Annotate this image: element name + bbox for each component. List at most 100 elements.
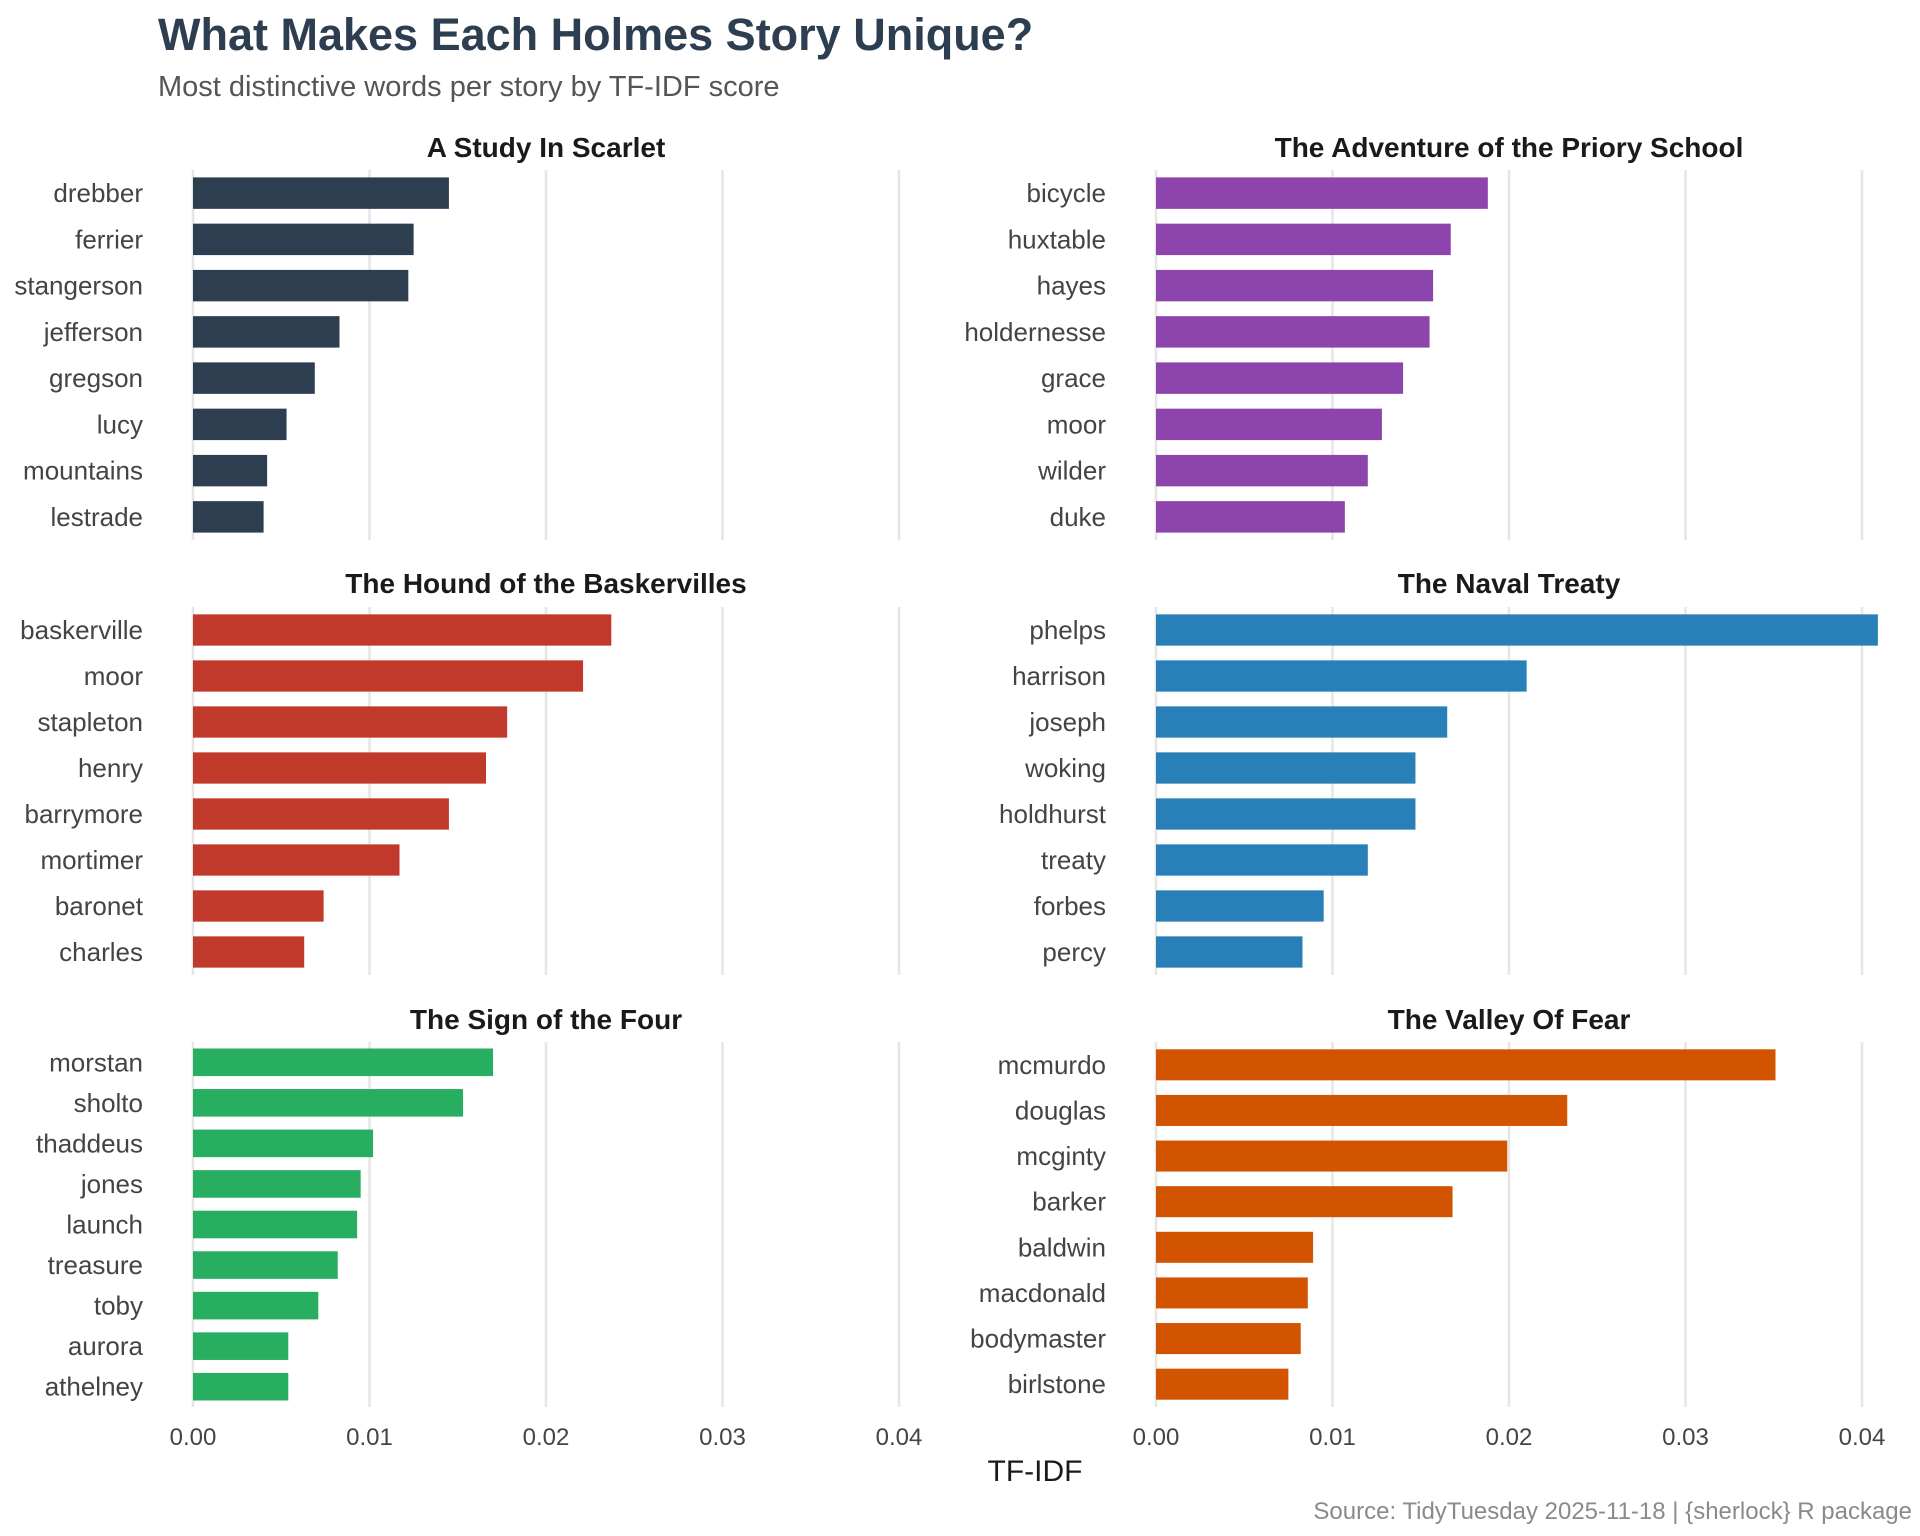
category-label: woking bbox=[1024, 753, 1106, 783]
category-label: forbes bbox=[1034, 891, 1106, 921]
category-label: ferrier bbox=[75, 224, 143, 254]
bar-stangerson bbox=[193, 269, 409, 302]
panel-title: The Sign of the Four bbox=[410, 1004, 682, 1035]
category-label: huxtable bbox=[1008, 224, 1106, 254]
chart-title: What Makes Each Holmes Story Unique? bbox=[158, 9, 1034, 60]
category-label: jefferson bbox=[43, 317, 143, 347]
category-label: lestrade bbox=[51, 502, 144, 532]
bar-treasure bbox=[193, 1251, 338, 1279]
bar-mcginty bbox=[1156, 1140, 1508, 1172]
category-label: treasure bbox=[48, 1250, 143, 1280]
category-label: treaty bbox=[1041, 845, 1106, 875]
bar-hayes bbox=[1156, 269, 1434, 302]
bar-percy bbox=[1156, 936, 1303, 968]
category-label: drebber bbox=[53, 178, 143, 208]
bar-gregson bbox=[193, 362, 315, 394]
panel-title: A Study In Scarlet bbox=[427, 132, 666, 163]
bar-huxtable bbox=[1156, 223, 1451, 256]
category-label: mcginty bbox=[1016, 1141, 1106, 1171]
x-tick-label: 0.01 bbox=[1309, 1424, 1356, 1451]
category-label: baskerville bbox=[20, 615, 143, 645]
category-label: gregson bbox=[49, 363, 143, 393]
bar-jones bbox=[193, 1170, 361, 1198]
bar-mcmurdo bbox=[1156, 1049, 1776, 1081]
category-label: baronet bbox=[55, 891, 144, 921]
category-label: morstan bbox=[49, 1047, 143, 1077]
category-label: stangerson bbox=[14, 271, 143, 301]
bar-moor bbox=[193, 660, 584, 692]
x-tick-label: 0.00 bbox=[170, 1424, 217, 1451]
bar-launch bbox=[193, 1210, 358, 1239]
category-label: henry bbox=[78, 753, 143, 783]
category-label: mortimer bbox=[40, 845, 143, 875]
x-tick-label: 0.02 bbox=[523, 1424, 570, 1451]
panel-title: The Adventure of the Priory School bbox=[1275, 132, 1744, 163]
x-axis-label: TF-IDF bbox=[988, 1455, 1083, 1488]
panel-the-sign-of-the-four: The Sign of the Four morstan sholto thaddeu… bbox=[36, 1004, 922, 1451]
panel-a-study-in-scarlet: A Study In Scarlet drebber ferrier stangers… bbox=[14, 132, 901, 540]
bar-jefferson bbox=[193, 316, 340, 348]
x-tick-label: 0.00 bbox=[1133, 1424, 1180, 1451]
bar-thaddeus bbox=[193, 1129, 374, 1158]
category-label: moor bbox=[84, 661, 144, 691]
bar-forbes bbox=[1156, 890, 1324, 922]
category-label: launch bbox=[66, 1210, 143, 1240]
category-label: lucy bbox=[97, 409, 143, 439]
bar-mortimer bbox=[193, 844, 400, 876]
category-label: mountains bbox=[23, 456, 143, 486]
category-label: jones bbox=[80, 1169, 143, 1199]
bar-drebber bbox=[193, 177, 449, 209]
bar-charles bbox=[193, 936, 305, 968]
panel-the-naval-treaty: The Naval Treaty phelps harrison joseph woki… bbox=[999, 568, 1878, 975]
panel-title: The Valley Of Fear bbox=[1388, 1004, 1631, 1035]
bar-toby bbox=[193, 1291, 319, 1320]
bar-bicycle bbox=[1156, 177, 1488, 209]
bar-moor bbox=[1156, 408, 1382, 441]
category-label: baldwin bbox=[1018, 1232, 1106, 1262]
category-label: stapleton bbox=[37, 707, 143, 737]
x-tick-label: 0.02 bbox=[1486, 1424, 1533, 1451]
bar-henry bbox=[193, 752, 486, 784]
x-tick-label: 0.01 bbox=[346, 1424, 393, 1451]
category-label: thaddeus bbox=[36, 1128, 143, 1158]
bar-stapleton bbox=[193, 706, 508, 738]
bar-phelps bbox=[1156, 614, 1878, 646]
bar-barker bbox=[1156, 1186, 1453, 1218]
bar-baskerville bbox=[193, 614, 612, 646]
category-label: wilder bbox=[1037, 456, 1106, 486]
category-label: phelps bbox=[1029, 615, 1106, 645]
category-label: joseph bbox=[1028, 707, 1106, 737]
bar-birlstone bbox=[1156, 1368, 1289, 1400]
category-label: grace bbox=[1041, 363, 1106, 393]
panel-title: The Naval Treaty bbox=[1398, 568, 1621, 599]
bar-mountains bbox=[193, 454, 268, 487]
bar-baronet bbox=[193, 890, 324, 922]
category-label: harrison bbox=[1012, 661, 1106, 691]
category-label: holdernesse bbox=[964, 317, 1106, 347]
x-tick-label: 0.04 bbox=[1839, 1424, 1886, 1451]
source-caption: Source: TidyTuesday 2025-11-18 | {sherlo… bbox=[1313, 1498, 1912, 1525]
category-label: toby bbox=[94, 1291, 143, 1321]
category-label: charles bbox=[59, 937, 143, 967]
bar-morstan bbox=[193, 1048, 494, 1077]
bar-joseph bbox=[1156, 706, 1448, 738]
category-label: sholto bbox=[74, 1088, 143, 1118]
bar-lucy bbox=[193, 408, 287, 441]
category-label: moor bbox=[1047, 409, 1107, 439]
category-label: duke bbox=[1050, 502, 1106, 532]
bar-barrymore bbox=[193, 798, 449, 830]
panel-the-hound-of-the-baskervilles: The Hound of the Baskervilles baskerville… bbox=[20, 568, 901, 975]
bar-ferrier bbox=[193, 223, 414, 256]
bar-holdhurst bbox=[1156, 798, 1416, 830]
category-label: athelney bbox=[45, 1372, 143, 1402]
panel-the-valley-of-fear: The Valley Of Fear mcmurdo douglas mcginty b… bbox=[970, 1004, 1885, 1451]
bar-duke bbox=[1156, 501, 1345, 533]
category-label: douglas bbox=[1015, 1095, 1106, 1125]
bar-sholto bbox=[193, 1089, 464, 1117]
bar-macdonald bbox=[1156, 1277, 1308, 1309]
category-label: macdonald bbox=[979, 1278, 1106, 1308]
bar-lestrade bbox=[193, 501, 264, 533]
x-tick-label: 0.03 bbox=[1662, 1424, 1709, 1451]
category-label: aurora bbox=[68, 1331, 144, 1361]
